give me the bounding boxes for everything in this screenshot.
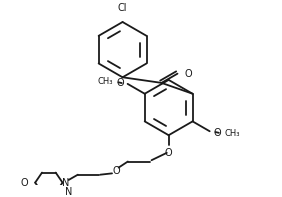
Text: N: N	[65, 187, 72, 197]
Text: O: O	[21, 177, 28, 188]
Text: O: O	[214, 128, 221, 138]
Text: CH₃: CH₃	[224, 129, 240, 138]
Text: O: O	[165, 148, 173, 158]
Text: N: N	[62, 177, 70, 188]
Text: O: O	[112, 166, 120, 176]
Text: Cl: Cl	[118, 3, 127, 13]
Text: CH₃: CH₃	[98, 77, 113, 86]
Text: O: O	[185, 69, 193, 79]
Text: O: O	[116, 78, 124, 87]
